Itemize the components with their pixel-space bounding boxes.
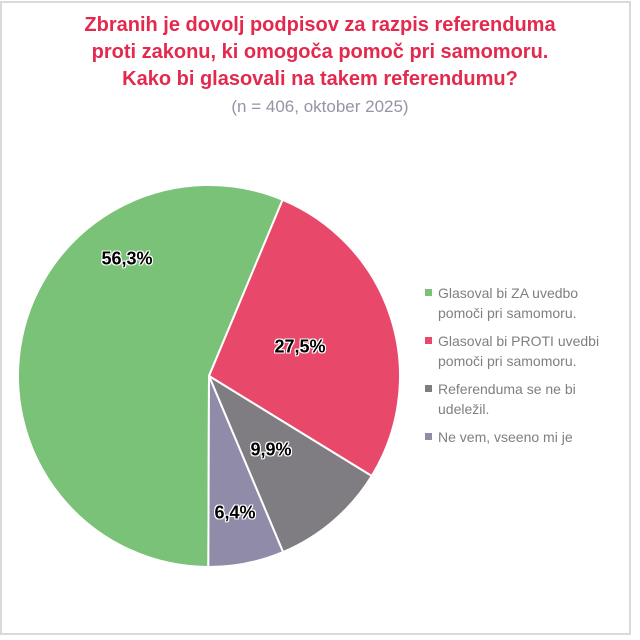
chart-subtitle: (n = 406, oktober 2025) [231, 97, 409, 116]
pie-slice-label-ne-bi-udelezil: 9,9% [250, 439, 292, 460]
legend-label-proti: Glasoval bi PROTI uvedbi pomoči pri samo… [438, 333, 600, 369]
legend-label-za: Glasoval bi ZA uvedbo pomoči pri samomor… [438, 285, 579, 321]
pie-slice-1 [208, 198, 401, 478]
legend-marker-ne-vem-icon [425, 433, 432, 440]
pie-slice-label-za: 56,3% [101, 248, 153, 269]
pie-slice-2 [208, 375, 373, 554]
chart-title: Zbranih je dovolj podpisov za razpis ref… [0, 12, 640, 93]
chart-header: Zbranih je dovolj podpisov za razpis ref… [0, 12, 640, 118]
legend-item-ne-bi-udelezil: Referenduma se ne bi udeležil. [425, 379, 621, 419]
legend-label-ne-bi-udelezil: Referenduma se ne bi udeležil. [438, 381, 576, 417]
legend-item-za: Glasoval bi ZA uvedbo pomoči pri samomor… [425, 283, 621, 323]
pie-slice-label-ne-vem: 6,4% [214, 502, 256, 523]
legend-item-ne-vem: Ne vem, vseeno mi je [425, 427, 621, 447]
chart-title-line: Kako bi glasovali na takem referendumu? [122, 68, 518, 90]
legend-marker-ne-bi-udelezil-icon [425, 385, 432, 392]
chart-title-line: Zbranih je dovolj podpisov za razpis ref… [84, 14, 556, 36]
legend-label-ne-vem: Ne vem, vseeno mi je [438, 429, 573, 445]
legend-marker-za-icon [425, 289, 432, 296]
pie-slice-3 [207, 375, 285, 569]
pie-slice-label-proti: 27,5% [274, 336, 326, 357]
legend: Glasoval bi ZA uvedbo pomoči pri samomor… [425, 283, 621, 455]
chart-title-line: proti zakonu, ki omogoča pomoč pri samom… [91, 41, 549, 63]
legend-item-proti: Glasoval bi PROTI uvedbi pomoči pri samo… [425, 331, 621, 371]
legend-marker-proti-icon [425, 337, 432, 344]
pie-slice-0 [17, 184, 284, 568]
